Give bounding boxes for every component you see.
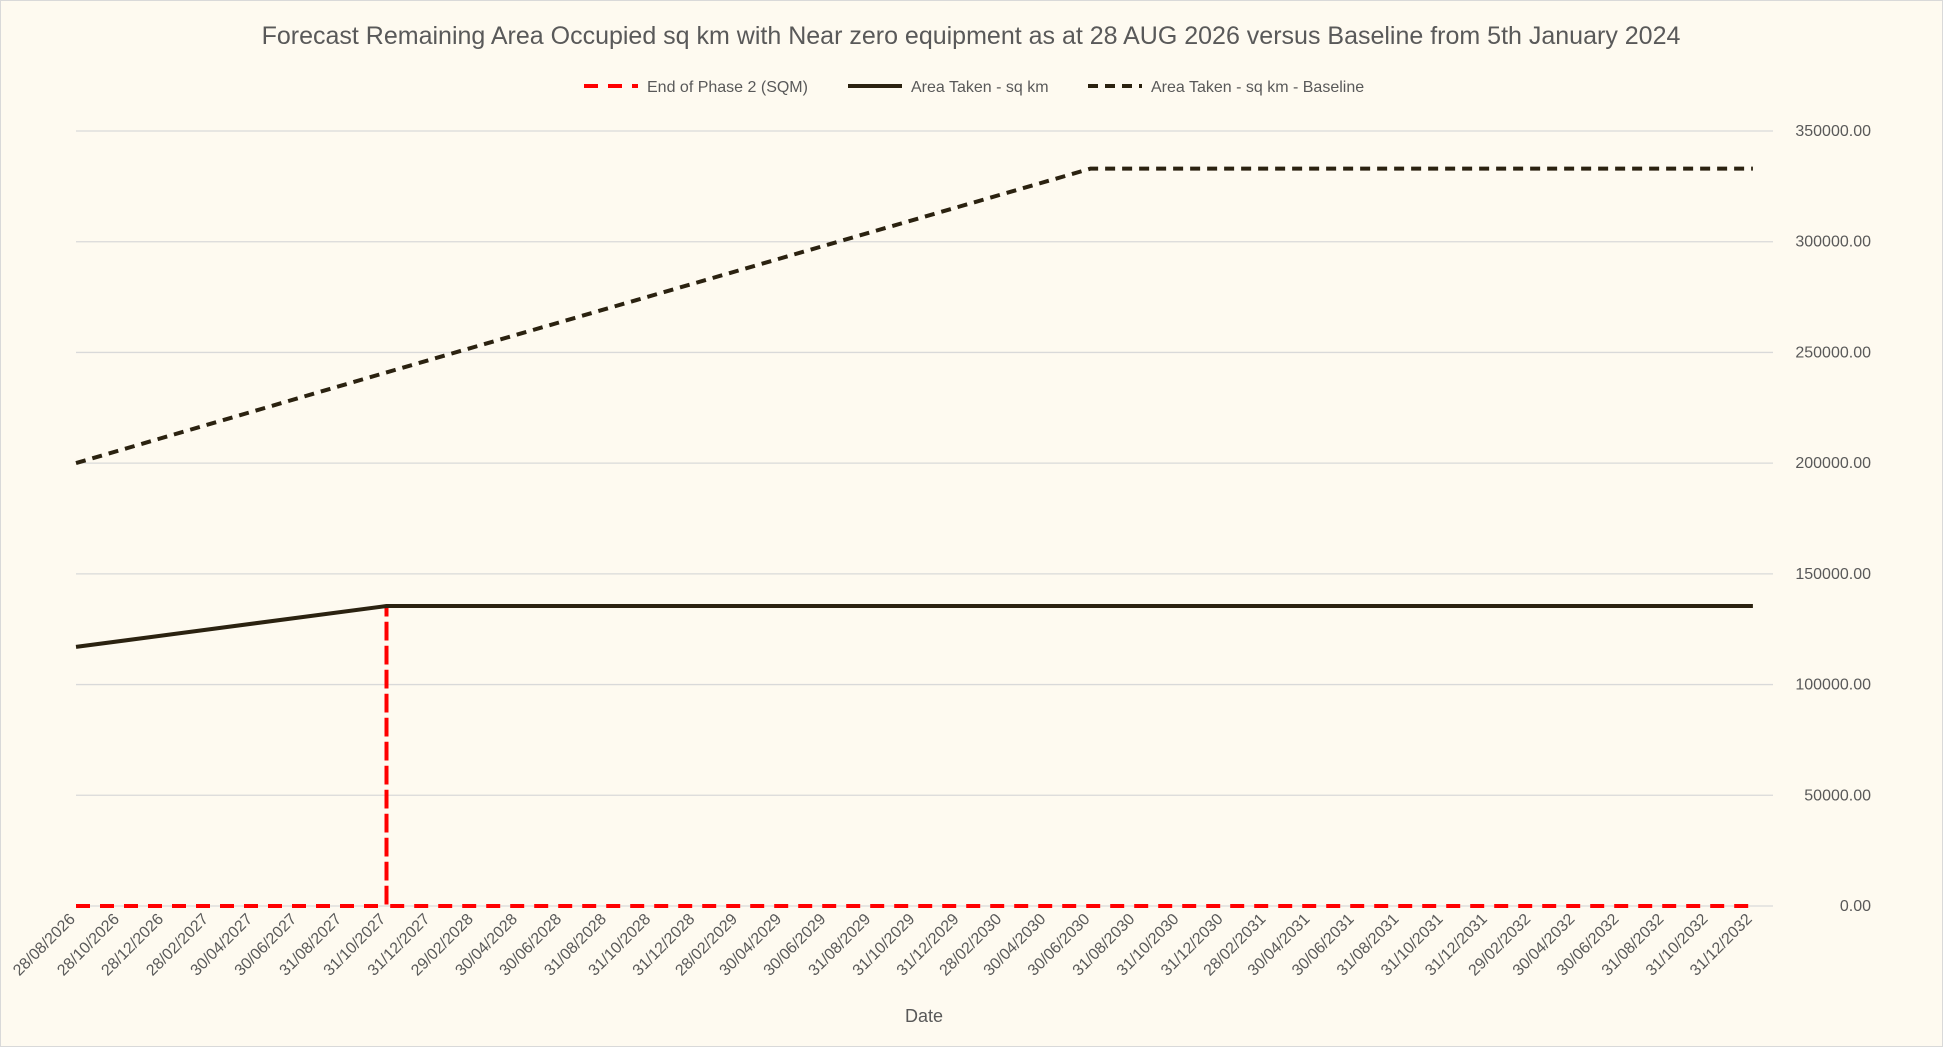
legend-label: Area Taken - sq km - Baseline bbox=[1151, 79, 1364, 96]
y-tick-label: 300000.00 bbox=[1795, 234, 1871, 251]
series-lines bbox=[75, 166, 1753, 908]
legend-label: End of Phase 2 (SQM) bbox=[647, 79, 808, 96]
y-tick-label: 100000.00 bbox=[1795, 677, 1871, 694]
y-tick-label: 50000.00 bbox=[1804, 787, 1871, 804]
legend: End of Phase 2 (SQM) Area Taken - sq km Ar… bbox=[584, 79, 1364, 96]
series-line-1 bbox=[76, 605, 1753, 908]
y-tick-label: 0.00 bbox=[1840, 898, 1871, 915]
legend-label: Area Taken - sq km bbox=[911, 79, 1049, 96]
chart-title: Forecast Remaining Area Occupied sq km w… bbox=[262, 22, 1681, 50]
x-axis-ticks: 28/08/202628/10/202628/12/202628/02/2027… bbox=[10, 911, 1756, 980]
y-tick-label: 350000.00 bbox=[1795, 123, 1871, 140]
series-line-3 bbox=[75, 166, 1753, 466]
y-axis-ticks: 0.00 50000.00 100000.00 150000.00 200000.00 2… bbox=[1795, 123, 1871, 915]
x-axis-label: Date bbox=[905, 1006, 943, 1026]
y-tick-label: 250000.00 bbox=[1795, 344, 1871, 361]
y-tick-label: 150000.00 bbox=[1795, 566, 1871, 583]
series-line-2 bbox=[75, 604, 1753, 649]
y-tick-label: 200000.00 bbox=[1795, 455, 1871, 472]
gridlines bbox=[76, 130, 1773, 907]
